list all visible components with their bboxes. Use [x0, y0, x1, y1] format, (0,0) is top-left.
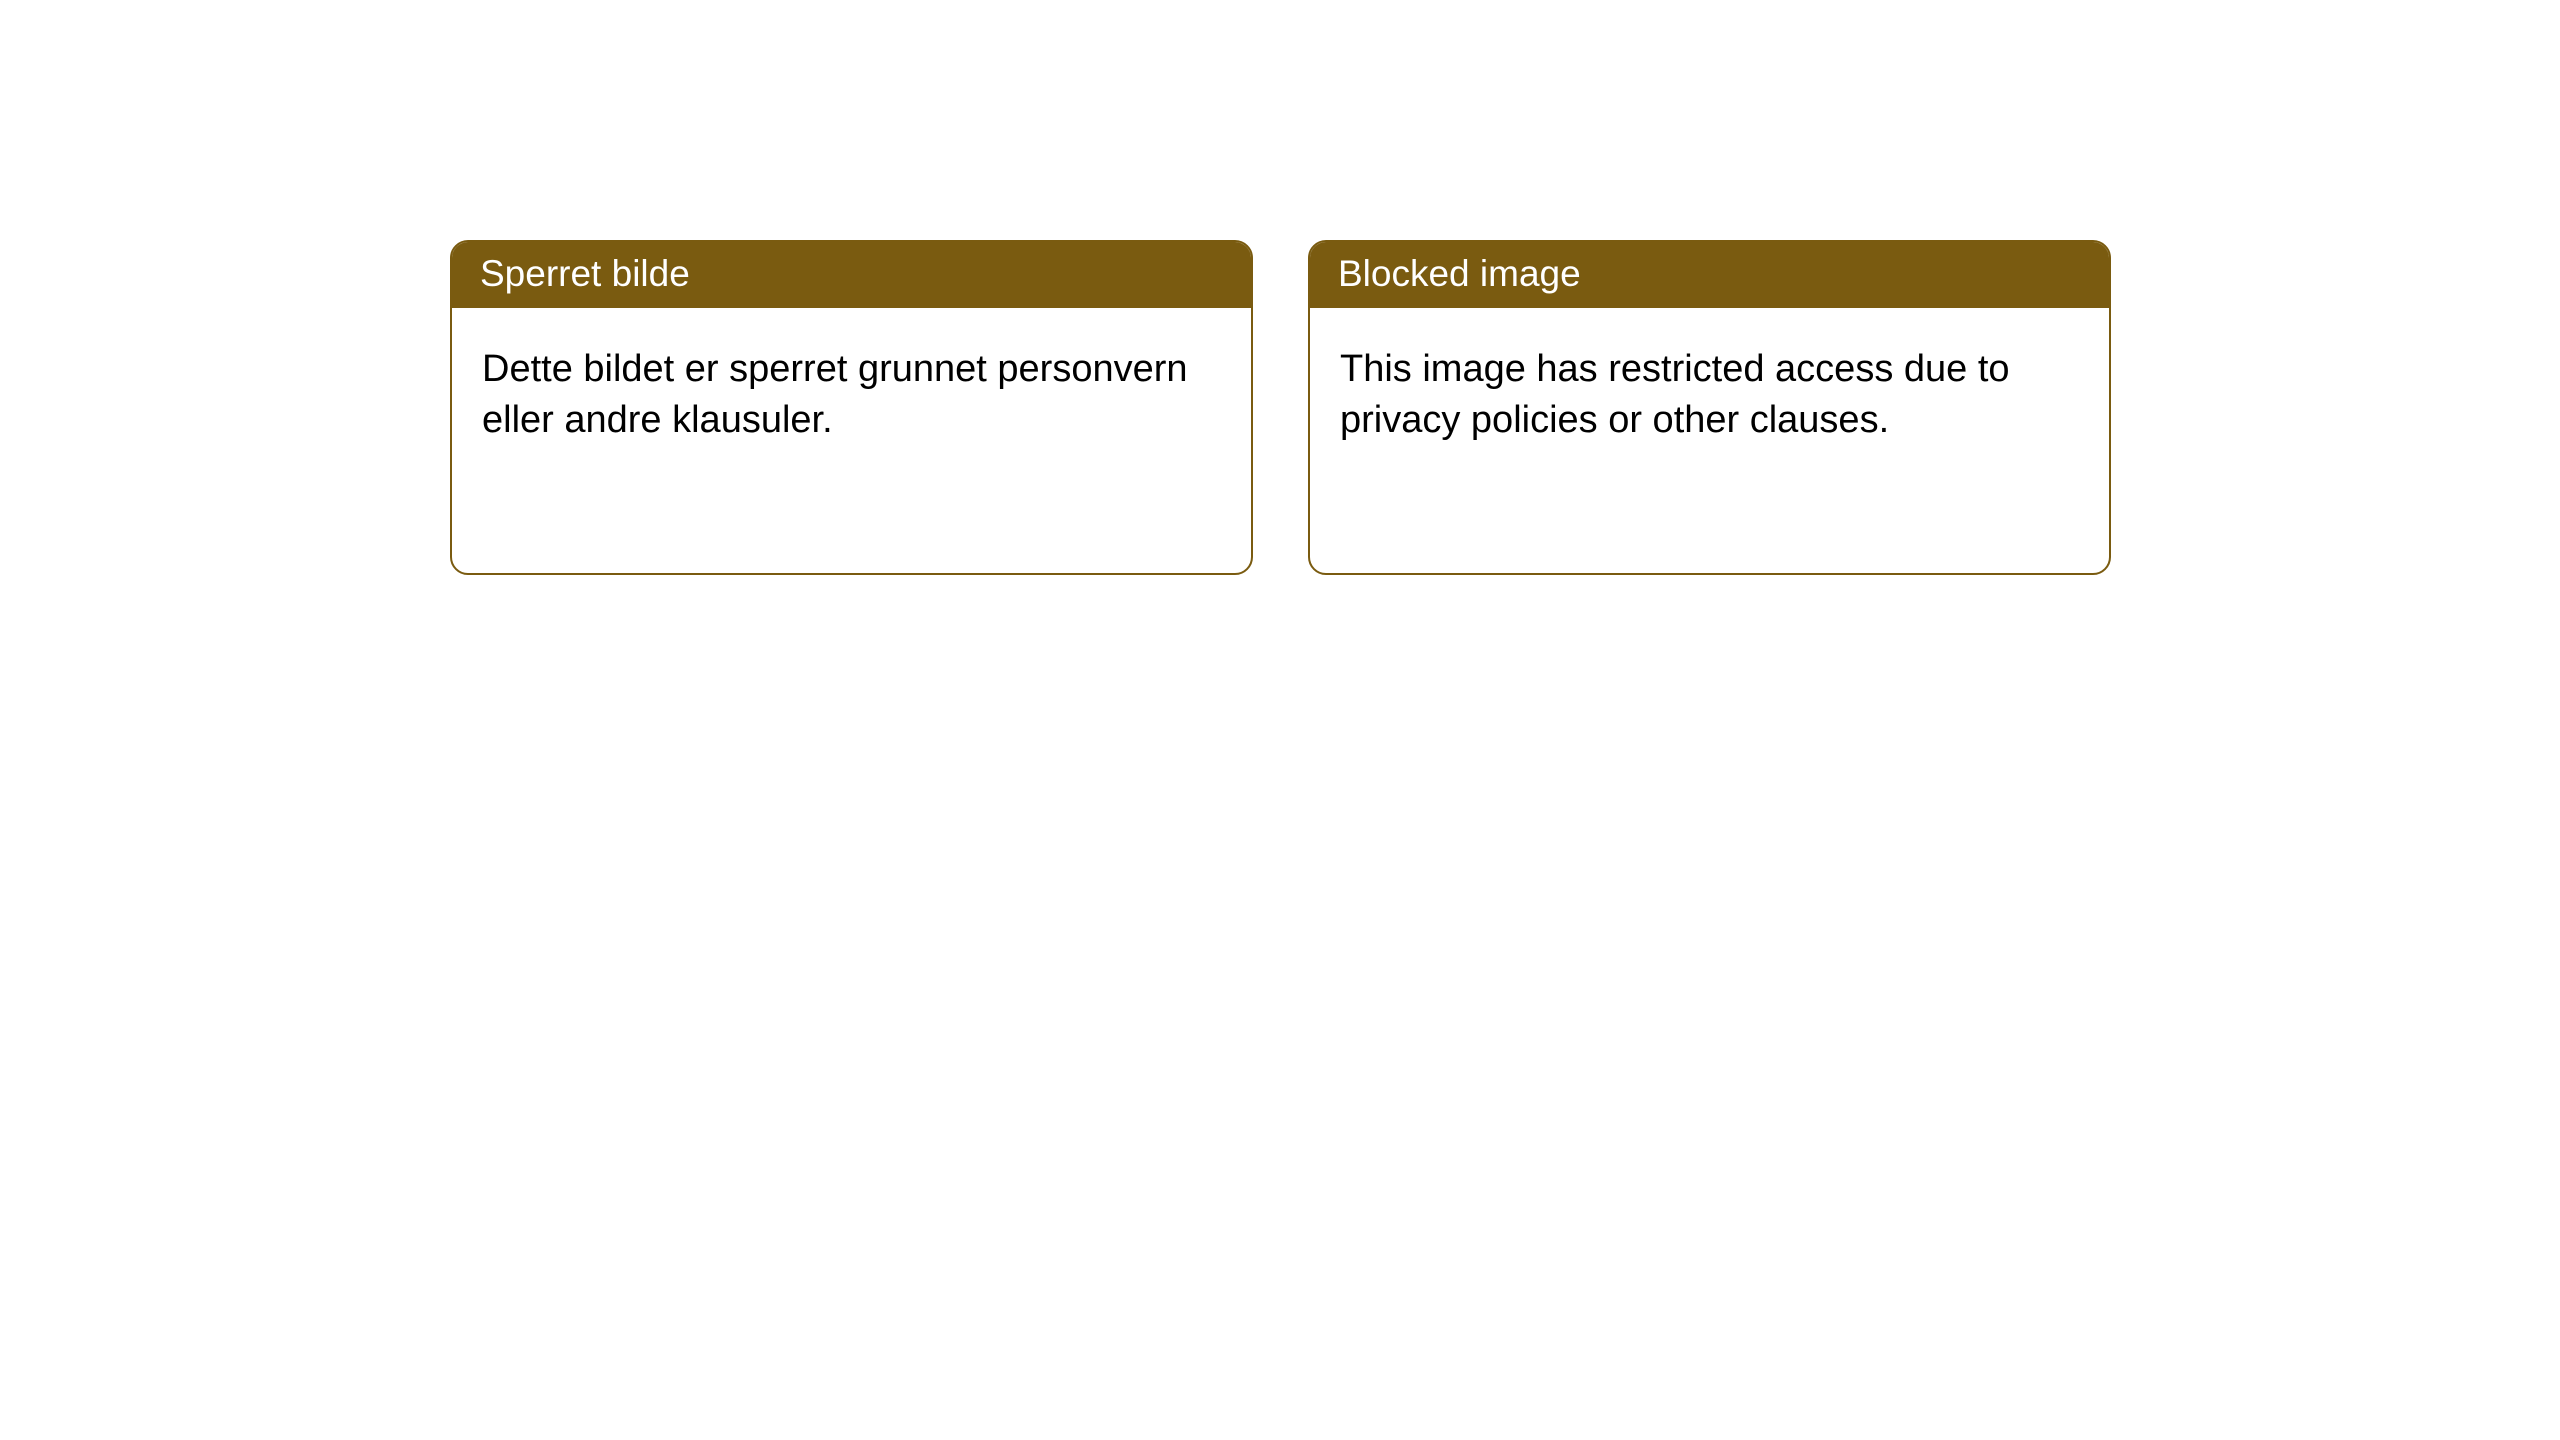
notice-card-header: Blocked image: [1310, 242, 2109, 308]
notice-card-header: Sperret bilde: [452, 242, 1251, 308]
notice-card-body: Dette bildet er sperret grunnet personve…: [452, 308, 1251, 477]
notice-body-text: This image has restricted access due to …: [1340, 348, 2010, 441]
notice-card-no: Sperret bilde Dette bildet er sperret gr…: [450, 240, 1253, 575]
notice-title: Sperret bilde: [480, 253, 690, 294]
notice-card-body: This image has restricted access due to …: [1310, 308, 2109, 477]
notice-title: Blocked image: [1338, 253, 1581, 294]
notice-container: Sperret bilde Dette bildet er sperret gr…: [0, 0, 2560, 575]
notice-body-text: Dette bildet er sperret grunnet personve…: [482, 348, 1188, 441]
notice-card-en: Blocked image This image has restricted …: [1308, 240, 2111, 575]
